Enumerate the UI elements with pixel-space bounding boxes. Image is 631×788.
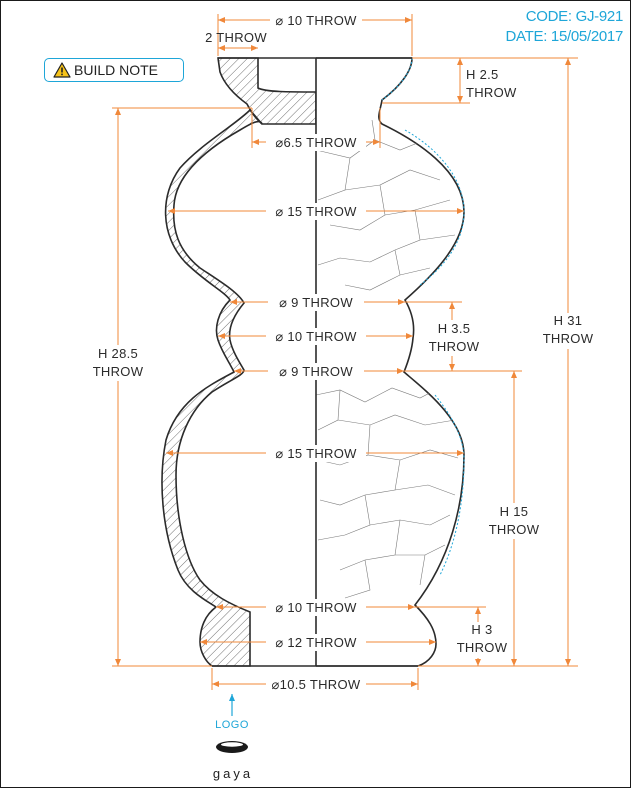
drawing-date: DATE: 15/05/2017 xyxy=(505,28,624,45)
label-inner-height-2: THROW xyxy=(93,364,144,379)
label-wall-thickness: 2 THROW xyxy=(205,30,267,45)
brand-name: gaya xyxy=(213,766,253,781)
label-top-diameter: ⌀ 10 THROW xyxy=(275,13,357,28)
label-lower-height-2: THROW xyxy=(489,522,540,537)
label-waist-height-1: H 3.5 xyxy=(438,321,471,336)
label-waist-height-2: THROW xyxy=(429,339,480,354)
label-foot-neck-diameter: ⌀ 10 THROW xyxy=(275,600,357,615)
label-neck-diameter: ⌀6.5 THROW xyxy=(275,135,357,150)
build-note-button[interactable]: BUILD NOTE xyxy=(44,58,184,82)
label-total-height-1: H 31 xyxy=(554,313,583,328)
drawing-code: CODE: GJ-921 xyxy=(525,8,624,25)
label-neck-height-1: H 2.5 xyxy=(466,67,499,82)
warning-icon xyxy=(53,62,71,78)
label-lower-height-1: H 15 xyxy=(500,504,529,519)
label-neck-height-2: THROW xyxy=(466,85,517,100)
label-base-diameter: ⌀10.5 THROW xyxy=(272,677,361,692)
label-waist-mid-diameter: ⌀ 10 THROW xyxy=(275,329,357,344)
label-foot-diameter: ⌀ 12 THROW xyxy=(275,635,357,650)
logo-label: LOGO xyxy=(215,719,249,731)
label-waist-lower-diameter: ⌀ 9 THROW xyxy=(279,364,353,379)
label-inner-height-1: H 28.5 xyxy=(98,346,138,361)
label-foot-height-1: H 3 xyxy=(471,622,492,637)
dimension-labels: ⌀ 10 THROW 2 THROW H 2.5 THROW ⌀6.5 THRO… xyxy=(90,11,596,693)
build-note-label: BUILD NOTE xyxy=(74,62,159,78)
label-upper-belly-diameter: ⌀ 15 THROW xyxy=(275,204,357,219)
gaya-logo-icon xyxy=(216,741,248,753)
logo-area: LOGO gaya xyxy=(213,694,253,781)
label-total-height-2: THROW xyxy=(543,331,594,346)
label-lower-belly-diameter: ⌀ 15 THROW xyxy=(275,446,357,461)
label-foot-height-2: THROW xyxy=(457,640,508,655)
label-waist-upper-diameter: ⌀ 9 THROW xyxy=(279,295,353,310)
